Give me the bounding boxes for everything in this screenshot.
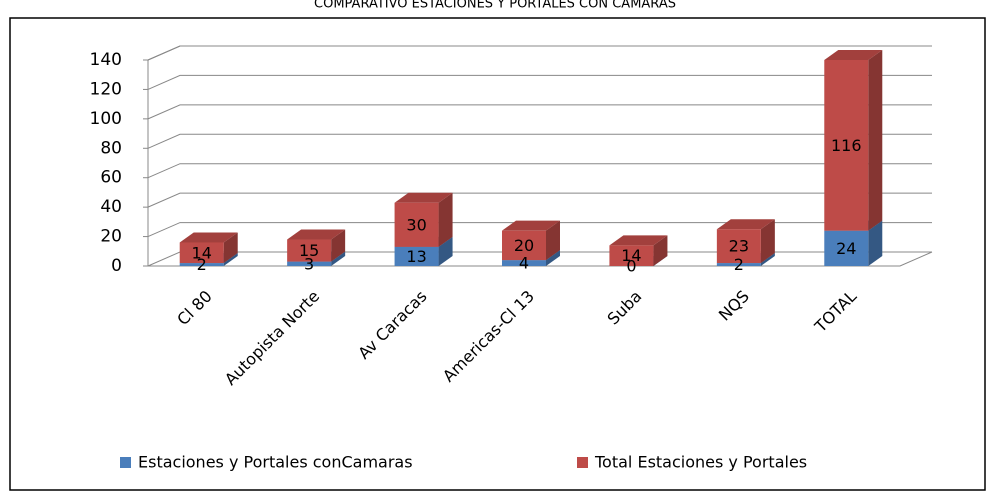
- bar: [287, 239, 332, 262]
- x-tick-label: Americas-Cl 13: [439, 287, 538, 386]
- legend-label: Estaciones y Portales conCamaras: [138, 453, 413, 472]
- bar-top: [179, 232, 238, 243]
- data-label: 116: [831, 136, 862, 155]
- bar-side: [331, 251, 346, 266]
- data-label: 3: [304, 254, 314, 273]
- data-label: 0: [626, 257, 636, 276]
- x-tick-label: TOTAL: [810, 287, 860, 337]
- chart-title: COMPARATIVO ESTACIONES Y PORTALES CON CA…: [314, 0, 676, 12]
- bar-side: [653, 235, 668, 266]
- x-tick-label: Suba: [604, 287, 646, 329]
- bar-top: [394, 192, 453, 203]
- y-tick-label: 0: [111, 256, 122, 276]
- grid-line: [147, 133, 932, 149]
- x-tick-label: Cl 80: [173, 287, 215, 329]
- data-label: 14: [621, 246, 641, 265]
- bar: [716, 229, 761, 264]
- bar-side: [438, 236, 453, 266]
- data-label: 23: [729, 237, 749, 256]
- grid-line: [147, 192, 932, 208]
- bar-side: [760, 219, 775, 264]
- y-tick-label: 60: [100, 168, 122, 188]
- legend-swatch: [577, 457, 588, 468]
- bar-side: [223, 232, 238, 264]
- grid-line: [147, 222, 932, 238]
- x-tick-label: Av Caracas: [354, 287, 430, 363]
- bar-side: [868, 50, 883, 231]
- grid-line: [147, 74, 932, 90]
- bar: [179, 263, 224, 266]
- bar: [716, 263, 761, 266]
- data-label: 2: [197, 255, 207, 274]
- bar-top: [716, 219, 775, 230]
- bar-side: [546, 220, 560, 261]
- y-tick-label: 100: [90, 109, 122, 129]
- bar: [824, 230, 869, 266]
- data-label: 30: [406, 215, 426, 234]
- bar-top: [502, 220, 560, 231]
- bar: [502, 230, 546, 261]
- bar-top: [287, 229, 346, 240]
- x-tick-label: Autopista Norte: [221, 287, 323, 389]
- bar: [394, 246, 439, 266]
- bar-side: [331, 229, 346, 262]
- bar-top: [824, 50, 883, 60]
- bar-side: [546, 250, 560, 266]
- y-tick-label: 80: [100, 138, 122, 158]
- data-label: 15: [299, 241, 319, 260]
- bar-side: [223, 253, 238, 266]
- y-tick-label: 140: [90, 50, 122, 70]
- legend-label: Total Estaciones y Portales: [594, 453, 807, 472]
- left-wall: [147, 45, 181, 266]
- bar-side: [868, 220, 883, 266]
- y-tick-label: 20: [100, 227, 122, 247]
- bar: [287, 261, 332, 266]
- bar-side: [438, 192, 453, 247]
- grid-line: [147, 163, 932, 179]
- grid-line: [147, 45, 932, 61]
- data-label: 14: [192, 243, 212, 262]
- data-label: 20: [514, 236, 534, 255]
- chart-border: [9, 17, 986, 491]
- x-tick-label: NQS: [715, 287, 753, 325]
- legend-swatch: [120, 457, 131, 468]
- grid-line: [147, 104, 932, 120]
- data-label: 4: [519, 254, 529, 273]
- y-tick-label: 40: [100, 197, 122, 217]
- bar: [502, 260, 546, 266]
- bar: [824, 60, 869, 231]
- bar: [394, 202, 439, 247]
- bar-side: [760, 253, 775, 266]
- bar-top: [609, 235, 668, 246]
- data-label: 13: [406, 247, 426, 266]
- data-label: 2: [734, 255, 744, 274]
- y-tick-label: 120: [90, 79, 122, 99]
- data-label: 24: [836, 239, 856, 258]
- bar: [179, 242, 224, 264]
- bar: [609, 245, 654, 266]
